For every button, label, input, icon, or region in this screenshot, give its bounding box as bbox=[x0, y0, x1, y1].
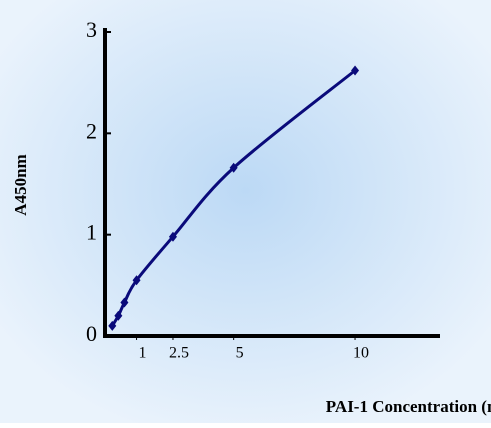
y-tick-label: 3 bbox=[86, 17, 97, 42]
marker bbox=[108, 320, 117, 331]
marker bbox=[351, 65, 360, 76]
y-axis-label: A450nm bbox=[11, 154, 30, 215]
y-tick-label: 1 bbox=[86, 220, 97, 245]
y-tick-label: 2 bbox=[86, 118, 97, 143]
marker bbox=[114, 310, 123, 321]
x-tick-label: 2.5 bbox=[169, 345, 189, 362]
y-tick-label: 0 bbox=[86, 321, 97, 346]
marker bbox=[168, 231, 177, 242]
marker bbox=[229, 162, 238, 173]
marker bbox=[132, 275, 141, 286]
marker bbox=[120, 297, 129, 308]
x-tick-label: 5 bbox=[236, 345, 244, 362]
x-tick-label: 10 bbox=[353, 345, 369, 362]
x-axis-label: PAI-1 Concentration (ng/ml) bbox=[326, 397, 491, 416]
x-tick-label: 1 bbox=[139, 345, 147, 362]
